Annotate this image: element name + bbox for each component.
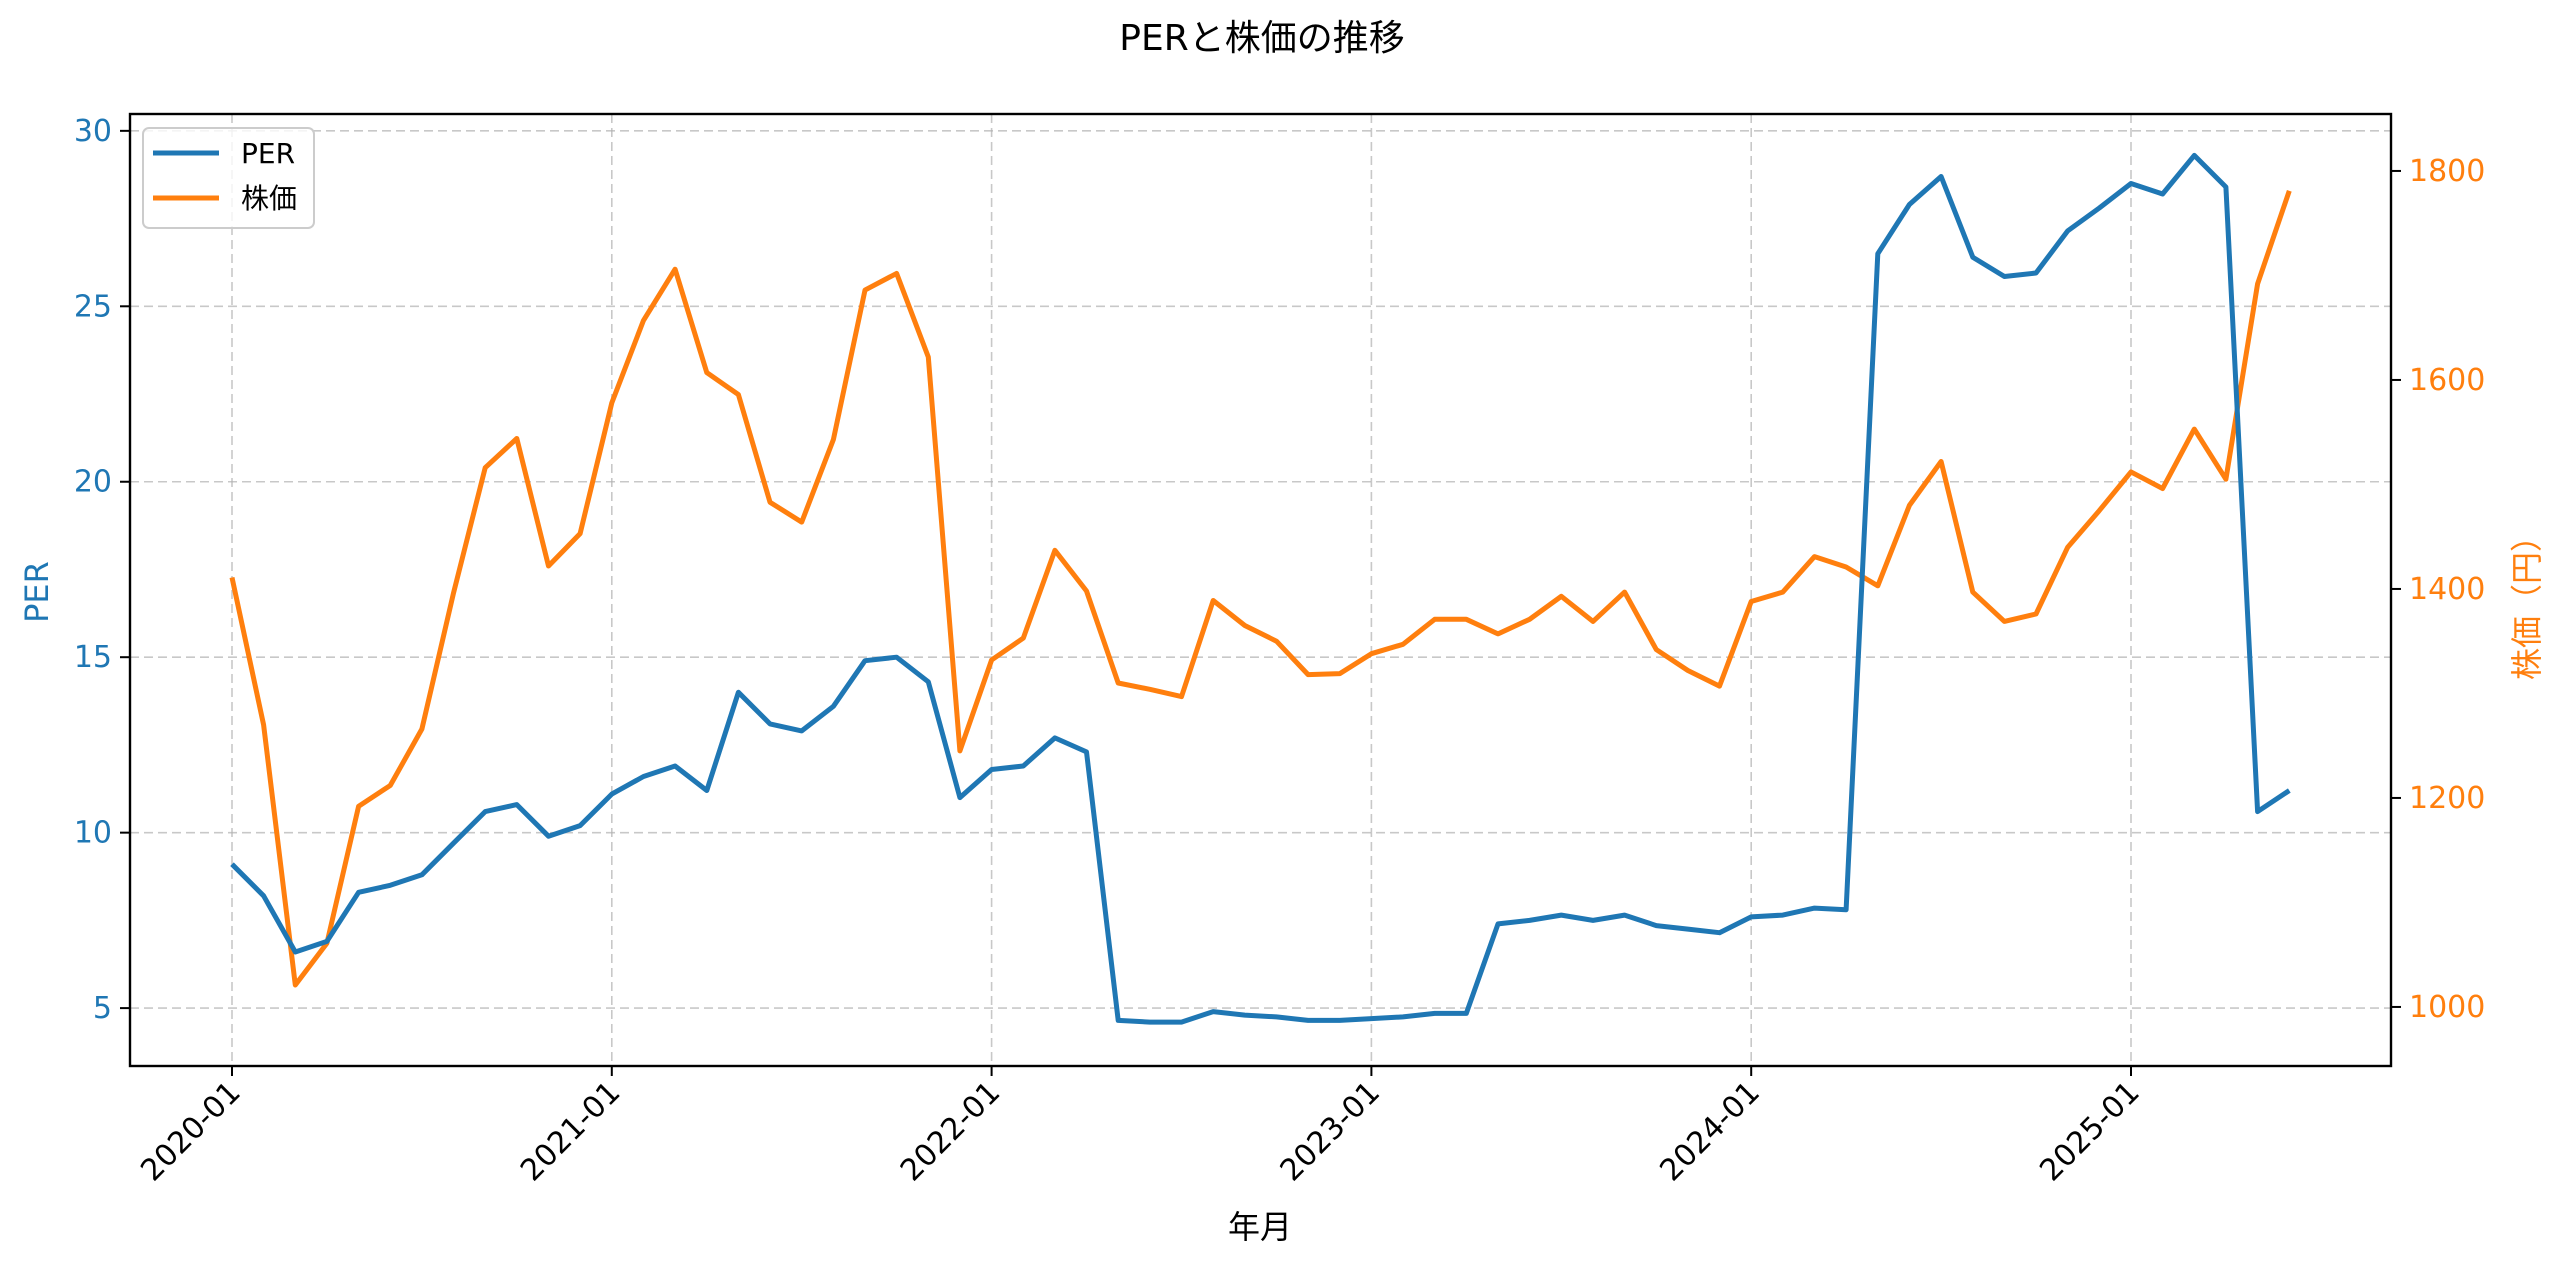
left-y-axis-ticks: 5 10 15 20 25 30 (74, 114, 130, 1026)
chart-title: PERと株価の推移 (1119, 18, 1404, 59)
legend-price-label: 株価 (241, 182, 297, 215)
x-axis-label: 年月 (1228, 1208, 1292, 1246)
left-y-tick-label: 30 (74, 114, 112, 149)
left-y-tick-label: 25 (74, 289, 112, 324)
legend: PER 株価 (142, 127, 315, 229)
right-y-tick-label: 1400 (2409, 572, 2485, 607)
left-y-tick-label: 20 (74, 465, 112, 500)
right-y-tick-label: 1800 (2409, 154, 2485, 189)
per-line (230, 152, 2291, 1025)
right-y-axis-ticks: 1000 1200 1400 1600 1800 (2391, 154, 2485, 1025)
legend-per-label: PER (241, 137, 295, 170)
left-y-tick-label: 10 (74, 816, 112, 851)
grid (130, 114, 2391, 1066)
plot-frame (128, 112, 2393, 1068)
left-y-tick-label: 15 (74, 640, 112, 675)
price-line (229, 189, 2292, 988)
left-y-tick-label: 5 (93, 991, 112, 1026)
left-y-axis-label: PER (18, 561, 56, 623)
series-lines (229, 152, 2292, 1025)
right-y-tick-label: 1000 (2409, 990, 2485, 1025)
right-y-tick-label: 1200 (2409, 781, 2485, 816)
right-y-tick-label: 1600 (2409, 363, 2485, 398)
right-y-axis-label: 株価（円） (2508, 520, 2546, 680)
